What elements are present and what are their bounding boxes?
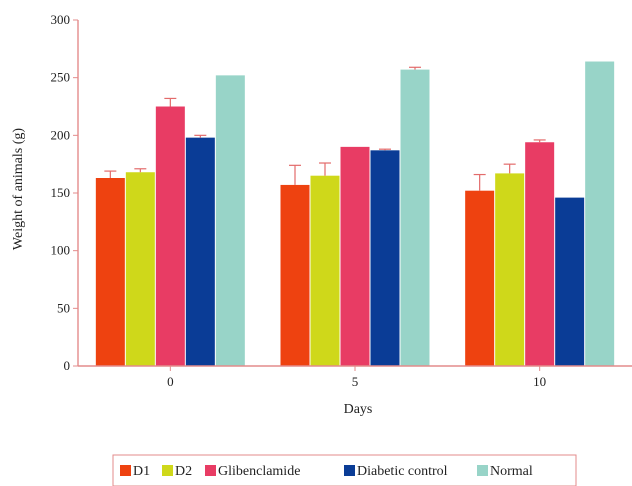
y-tick-label: 200 bbox=[51, 127, 71, 142]
legend-swatch bbox=[477, 465, 488, 476]
legend-swatch bbox=[205, 465, 216, 476]
legend-label: Normal bbox=[490, 464, 533, 479]
bar-normal-day-10 bbox=[585, 61, 615, 367]
x-axis-title: Days bbox=[344, 402, 373, 417]
y-tick-label: 0 bbox=[64, 358, 71, 373]
legend-label: D1 bbox=[133, 464, 150, 479]
bar-d1-day-10 bbox=[465, 190, 495, 366]
y-tick-label: 100 bbox=[51, 243, 71, 258]
bar-glibenclamide-day-10 bbox=[525, 142, 555, 366]
y-tick-label: 150 bbox=[51, 185, 71, 200]
bar-d1-day-0 bbox=[95, 178, 125, 366]
legend: D1 D2 Glibenclamide Diabetic control Normal bbox=[120, 464, 533, 479]
bar-normal-day-0 bbox=[215, 75, 245, 367]
x-tick-label: 10 bbox=[533, 374, 546, 389]
legend-label: D2 bbox=[175, 464, 192, 479]
bar-d2-day-10 bbox=[495, 173, 525, 366]
y-tick-label: 250 bbox=[51, 70, 71, 85]
legend-swatch bbox=[162, 465, 173, 476]
legend-label: Diabetic control bbox=[357, 464, 448, 479]
legend-label: Glibenclamide bbox=[218, 464, 300, 479]
legend-swatch bbox=[120, 465, 131, 476]
bar-diabetic-control-day-10 bbox=[555, 197, 585, 366]
y-axis-title: Weight of animals (g) bbox=[11, 128, 26, 250]
bar-d2-day-5 bbox=[310, 175, 340, 366]
x-tick-label: 0 bbox=[167, 374, 174, 389]
bar-d1-day-5 bbox=[280, 184, 310, 366]
x-tick-label: 5 bbox=[352, 374, 359, 389]
bar-d2-day-0 bbox=[125, 172, 155, 366]
bar-normal-day-5 bbox=[400, 69, 430, 367]
y-tick-label: 300 bbox=[51, 12, 71, 27]
bar-diabetic-control-day-0 bbox=[185, 137, 215, 366]
bar-glibenclamide-day-0 bbox=[155, 106, 185, 366]
legend-swatch bbox=[344, 465, 355, 476]
bar-diabetic-control-day-5 bbox=[370, 150, 400, 366]
bar-glibenclamide-day-5 bbox=[340, 146, 370, 366]
y-tick-label: 50 bbox=[57, 300, 70, 315]
